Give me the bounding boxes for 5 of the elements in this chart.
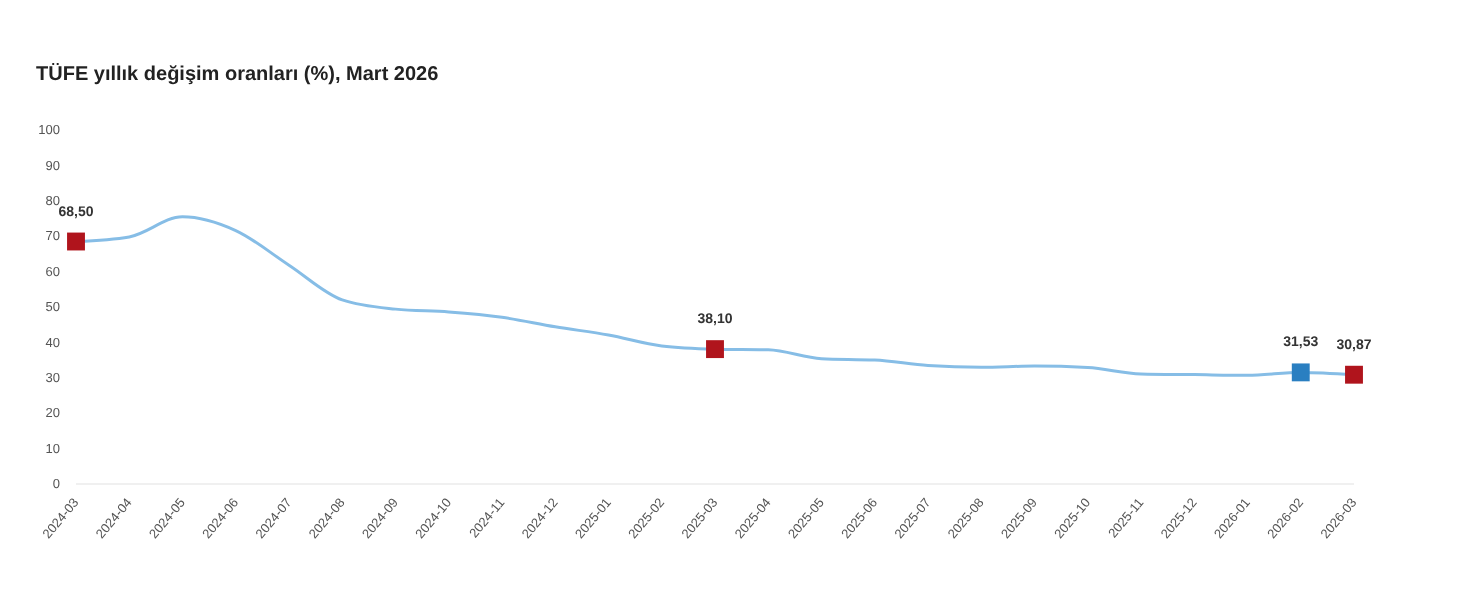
point [706,340,724,359]
chart-title: TÜFE yıllık değişim oranları (%), Mart 2026 [36,62,440,86]
point [1291,363,1310,382]
point [67,232,85,251]
point [1345,365,1363,384]
